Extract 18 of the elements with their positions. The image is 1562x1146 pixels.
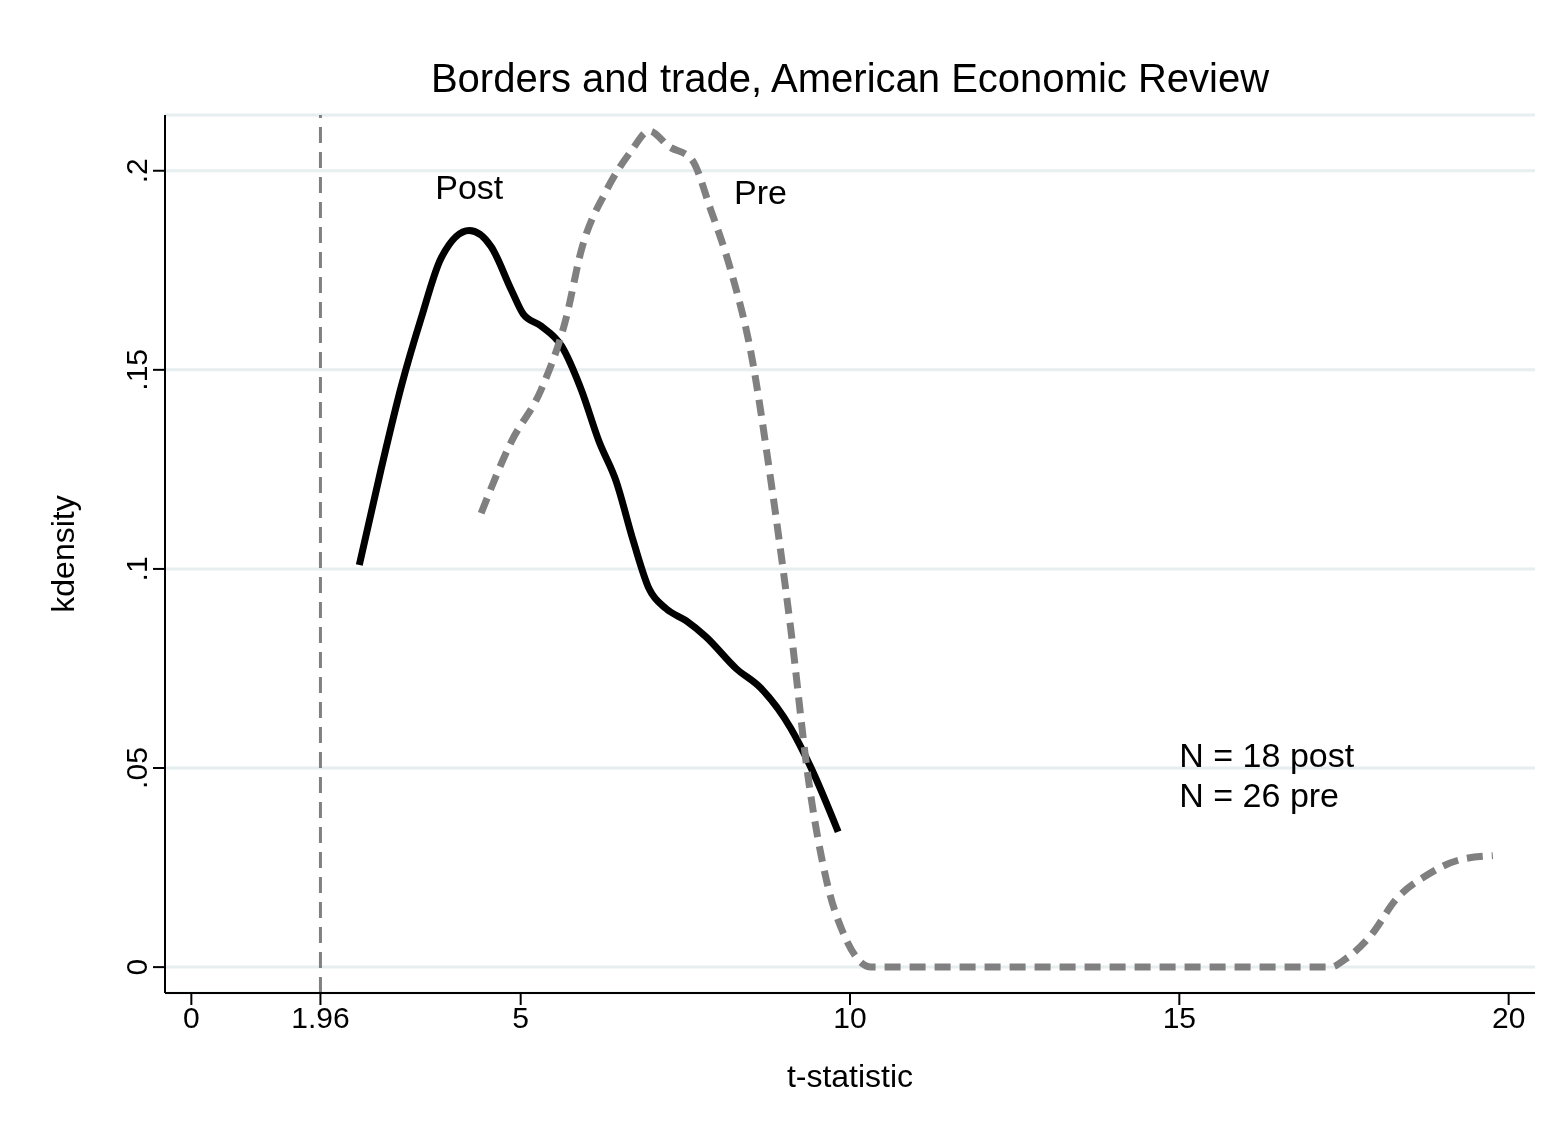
annotation: N = 18 post xyxy=(1179,736,1355,776)
x-axis-title: t-statistic xyxy=(785,1058,915,1095)
chart-title: Borders and trade, American Economic Review xyxy=(429,56,1271,101)
series-label: Post xyxy=(435,168,504,208)
x-tick-label: 10 xyxy=(833,1001,867,1035)
x-tick-label: 0 xyxy=(183,1001,200,1035)
y-tick-label: 0 xyxy=(120,958,153,976)
y-tick-label: .05 xyxy=(120,747,153,789)
x-tick-label: 15 xyxy=(1162,1001,1197,1035)
y-axis-title: kdensity xyxy=(44,495,82,613)
y-tick-label: .2 xyxy=(120,158,153,184)
y-tick-label: .15 xyxy=(120,348,153,391)
y-tick-label: .1 xyxy=(120,556,153,582)
x-tick-label: 5 xyxy=(512,1001,530,1035)
annotation: N = 26 pre xyxy=(1179,776,1340,816)
x-tick-label: 1.96 xyxy=(291,1001,350,1035)
x-tick-label: 20 xyxy=(1491,1001,1526,1035)
series-label: Pre xyxy=(734,172,788,212)
